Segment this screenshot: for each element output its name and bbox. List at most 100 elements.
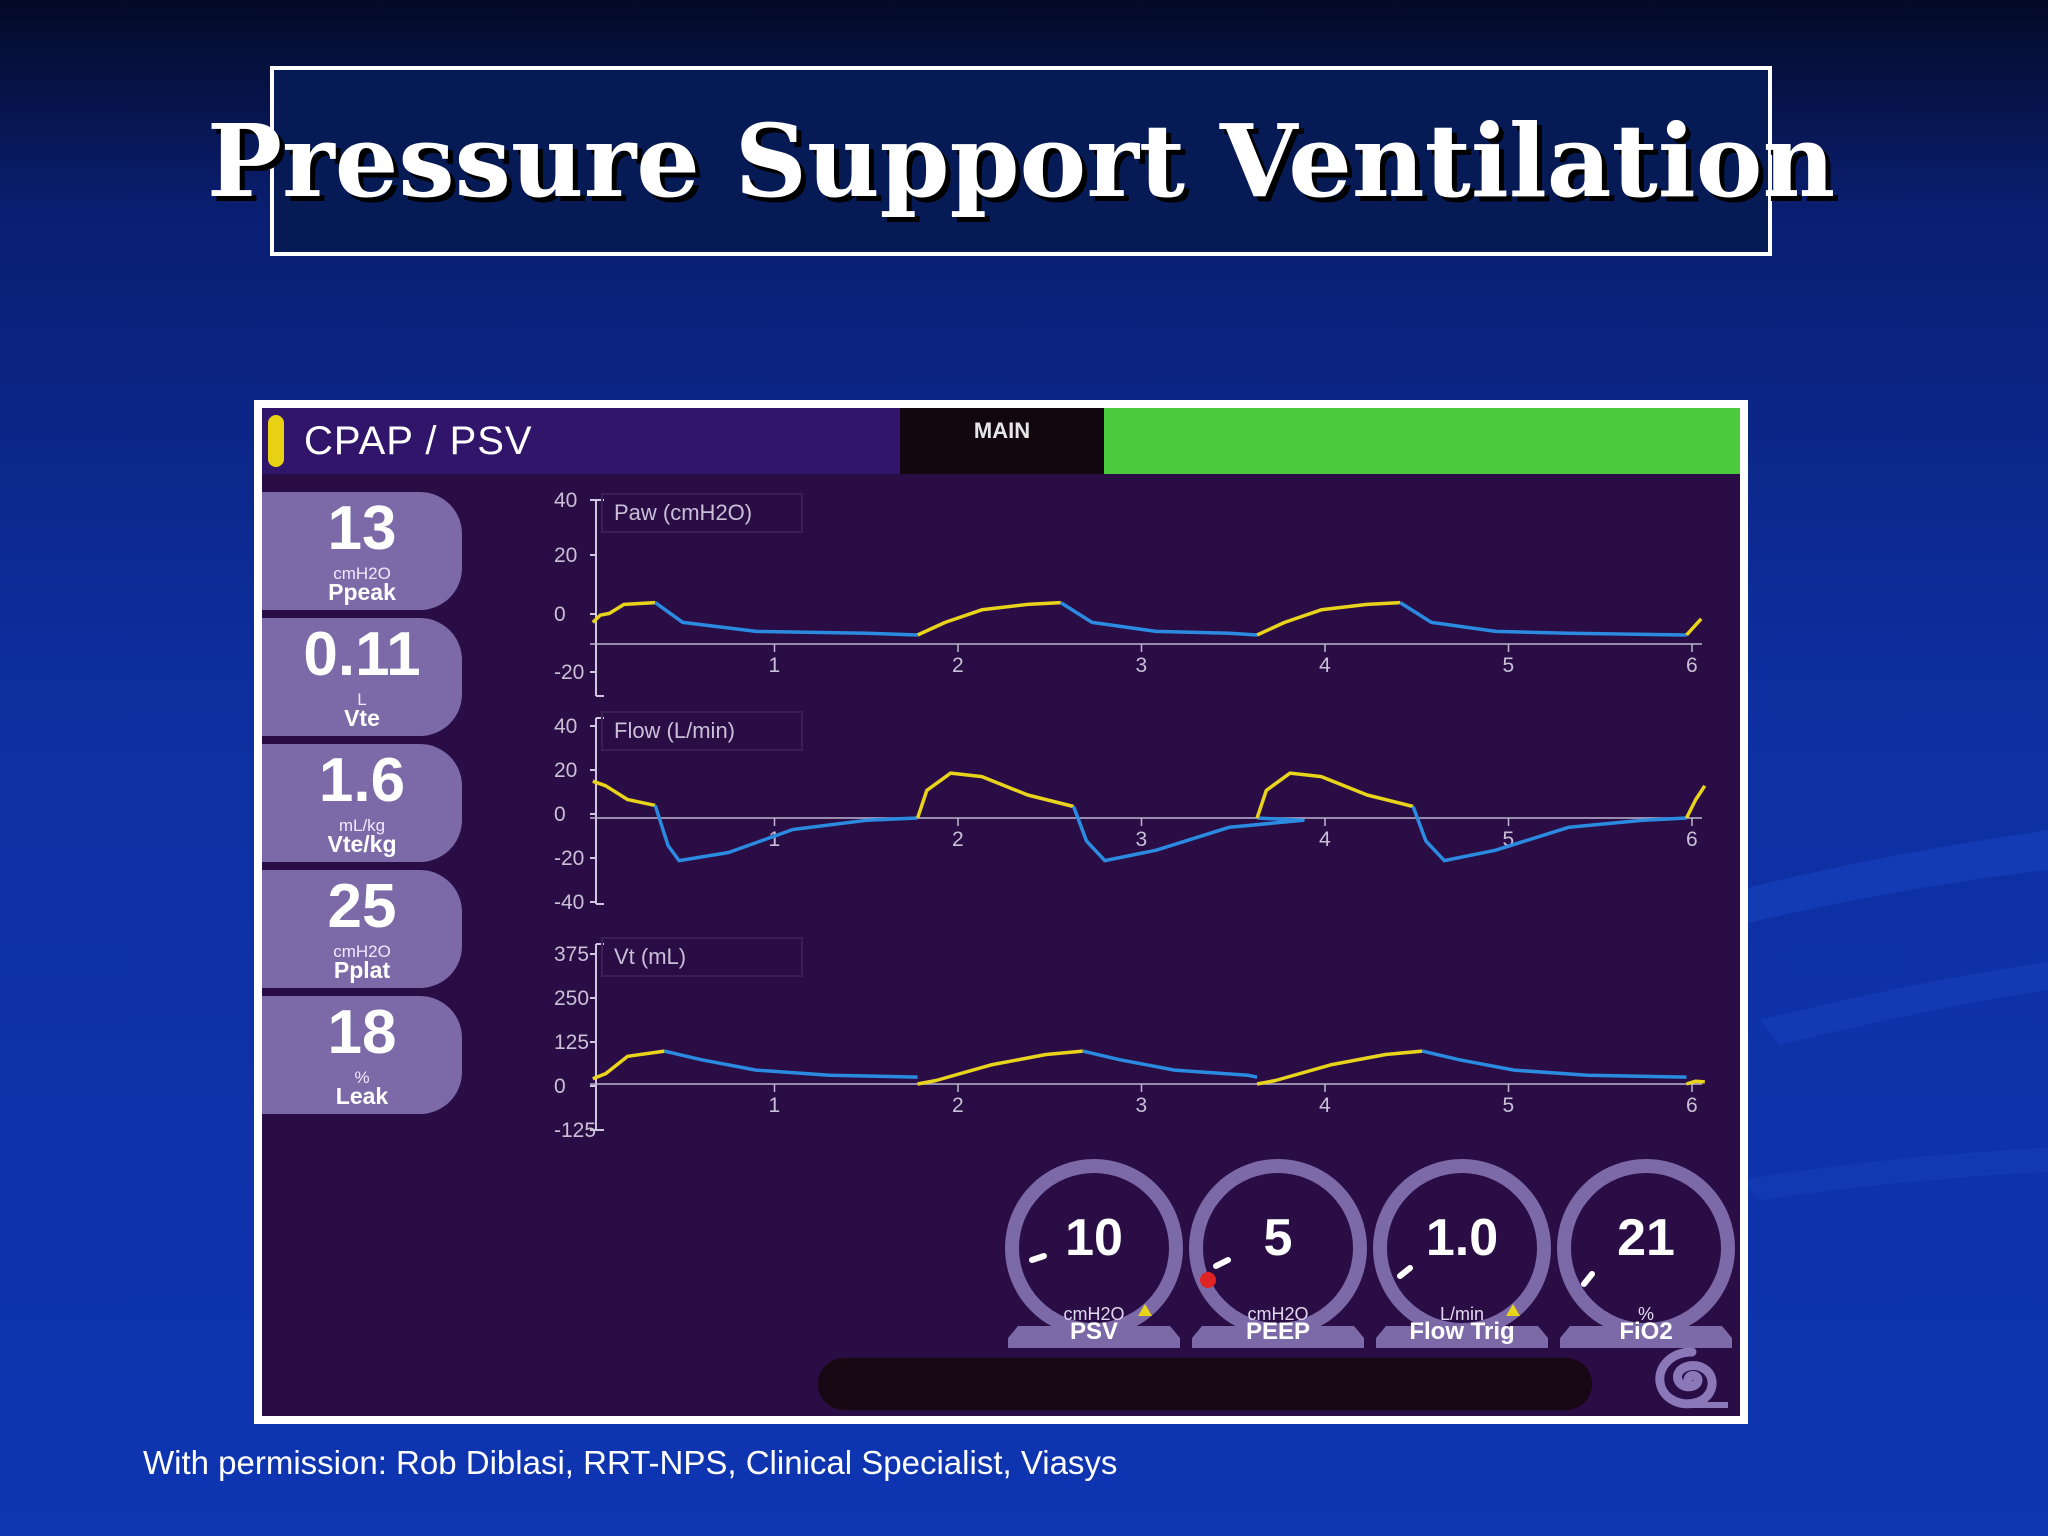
- knob-name: PEEP: [1245, 1318, 1311, 1345]
- vt-insp-trace: [917, 1049, 1083, 1086]
- spiral-logo-icon: [1655, 1347, 1728, 1409]
- plot-label: Flow (L/min): [614, 718, 735, 743]
- knob-fio2[interactable]: [1557, 1159, 1735, 1348]
- measurement-unit: %: [354, 1068, 370, 1087]
- slide-title: Pressure Support Ventilation: [206, 102, 1836, 220]
- alarm-status-bar: [1104, 408, 1740, 474]
- flow-insp-trace: [592, 779, 656, 808]
- paw-exp-trace: [1399, 601, 1687, 637]
- vt-exp-trace: [1082, 1049, 1258, 1079]
- measurement-value: 13: [327, 494, 397, 563]
- measurement-name: Leak: [335, 1083, 389, 1109]
- y-tick-label: 250: [554, 987, 589, 1010]
- flow-insp-trace: [915, 771, 1075, 819]
- x-tick-label: 2: [952, 654, 964, 677]
- ventilator-screenshot-frame: CPAP / PSV MAIN 13 cmH2O Ppeak 0.11 L Vt…: [254, 400, 1748, 1424]
- knob-unit: cmH2O: [1063, 1304, 1125, 1324]
- x-tick-label: 2: [952, 1094, 964, 1117]
- knob-name: Flow Trig: [1409, 1318, 1515, 1345]
- measurement-name: Vte: [344, 705, 380, 731]
- knob-name: FiO2: [1619, 1318, 1673, 1345]
- knob-peep[interactable]: [1189, 1159, 1367, 1348]
- knob-unit: cmH2O: [1247, 1304, 1309, 1324]
- knob-psv[interactable]: [1005, 1159, 1183, 1348]
- y-tick-label: 40: [554, 489, 577, 512]
- measurement-name: Vte/kg: [327, 831, 397, 857]
- measurement-value: 0.11: [303, 620, 421, 689]
- x-tick-label: 5: [1503, 828, 1515, 851]
- vt-exp-trace: [1421, 1049, 1687, 1079]
- x-tick-label: 6: [1686, 828, 1698, 851]
- x-tick-label: 6: [1686, 654, 1698, 677]
- x-tick-label: 1: [769, 1094, 781, 1117]
- measurement-name: Ppeak: [328, 579, 396, 605]
- alert-triangle-icon: [1138, 1304, 1152, 1316]
- knob-value: 1.0: [1425, 1209, 1499, 1267]
- measurement-vte: 0.11 L Vte: [262, 618, 462, 736]
- mode-label: CPAP / PSV: [304, 418, 533, 463]
- y-tick-label: 125: [554, 1031, 589, 1054]
- y-tick-label: 20: [554, 544, 577, 567]
- y-tick-label: 40: [554, 715, 577, 738]
- knob-value: 5: [1263, 1209, 1293, 1267]
- x-tick-label: 5: [1503, 1094, 1515, 1117]
- flow-exp-trace: [653, 804, 918, 863]
- mode-indicator[interactable]: CPAP / PSV: [262, 408, 900, 474]
- y-tick-label: 0: [554, 603, 566, 626]
- alert-triangle-icon: [1506, 1304, 1520, 1316]
- permission-credit: With permission: Rob Diblasi, RRT-NPS, C…: [143, 1444, 1118, 1481]
- vt-insp-trace: [1256, 1049, 1423, 1086]
- knob-name: PSV: [1069, 1318, 1119, 1345]
- alarm-dot-icon: [1200, 1272, 1216, 1288]
- measurement-leak: 18 % Leak: [262, 996, 462, 1114]
- paw-insp-trace: [591, 600, 656, 624]
- slide-title-box: Pressure Support Ventilation: [207, 66, 1835, 256]
- waveform-panel-1: Paw (cmH2O) 40 20 0 -20 1 2 3 4 5 6: [554, 489, 1702, 697]
- knob-flow-trig[interactable]: [1373, 1159, 1551, 1348]
- y-tick-label: -40: [554, 891, 584, 914]
- plot-label: Paw (cmH2O): [614, 500, 752, 525]
- x-tick-label: 3: [1136, 1094, 1148, 1117]
- measurement-unit: cmH2O: [333, 942, 391, 961]
- mode-status-pill: [268, 415, 284, 467]
- y-tick-label: 375: [554, 943, 589, 966]
- ventilator-screen: CPAP / PSV MAIN 13 cmH2O Ppeak 0.11 L Vt…: [262, 408, 1740, 1416]
- measurement-name: Pplat: [333, 957, 391, 983]
- paw-exp-trace: [654, 601, 918, 637]
- message-bar: [818, 1358, 1592, 1410]
- measurement-unit: L: [357, 690, 367, 709]
- x-tick-label: 6: [1686, 1094, 1698, 1117]
- x-tick-label: 3: [1136, 828, 1148, 851]
- measurement-pplat: 25 cmH2O Pplat: [262, 870, 462, 988]
- y-tick-label: 0: [554, 803, 566, 826]
- knob-value: 21: [1617, 1209, 1675, 1267]
- x-tick-label: 1: [769, 828, 781, 851]
- y-tick-label: -20: [554, 847, 584, 870]
- measurement-vte-kg: 1.6 mL/kg Vte/kg: [262, 744, 462, 862]
- measurement-unit: mL/kg: [338, 816, 386, 835]
- knob-unit: L/min: [1439, 1304, 1484, 1324]
- knob-unit: %: [1637, 1304, 1654, 1324]
- waveform-panel-2: Flow (L/min) 40 20 0 -20 -40 1 2 3 4 5 6: [554, 711, 1702, 914]
- knob-graphics: [1005, 1159, 1735, 1348]
- plot-label: Vt (mL): [614, 944, 686, 969]
- measurement-value: 18: [327, 998, 397, 1067]
- knob-value: 10: [1065, 1209, 1123, 1267]
- measurement-ppeak: 13 cmH2O Ppeak: [262, 492, 462, 610]
- tab-main[interactable]: MAIN: [900, 408, 1104, 474]
- waveform-panel-3: Vt (mL) 375 250 125 0 -125 1 2 3 4 5 6: [554, 937, 1702, 1142]
- vt-insp-trace: [1685, 1079, 1705, 1086]
- paw-insp-trace: [916, 600, 1061, 637]
- paw-insp-trace: [1256, 600, 1401, 637]
- x-tick-label: 4: [1319, 828, 1331, 851]
- y-tick-label: 0: [554, 1075, 566, 1098]
- x-tick-label: 5: [1503, 654, 1515, 677]
- x-tick-label: 3: [1136, 654, 1148, 677]
- flow-insp-trace: [1684, 784, 1707, 819]
- measurement-unit: cmH2O: [333, 564, 391, 583]
- flow-insp-trace: [1255, 771, 1414, 819]
- x-tick-label: 2: [952, 828, 964, 851]
- x-tick-label: 4: [1319, 654, 1331, 677]
